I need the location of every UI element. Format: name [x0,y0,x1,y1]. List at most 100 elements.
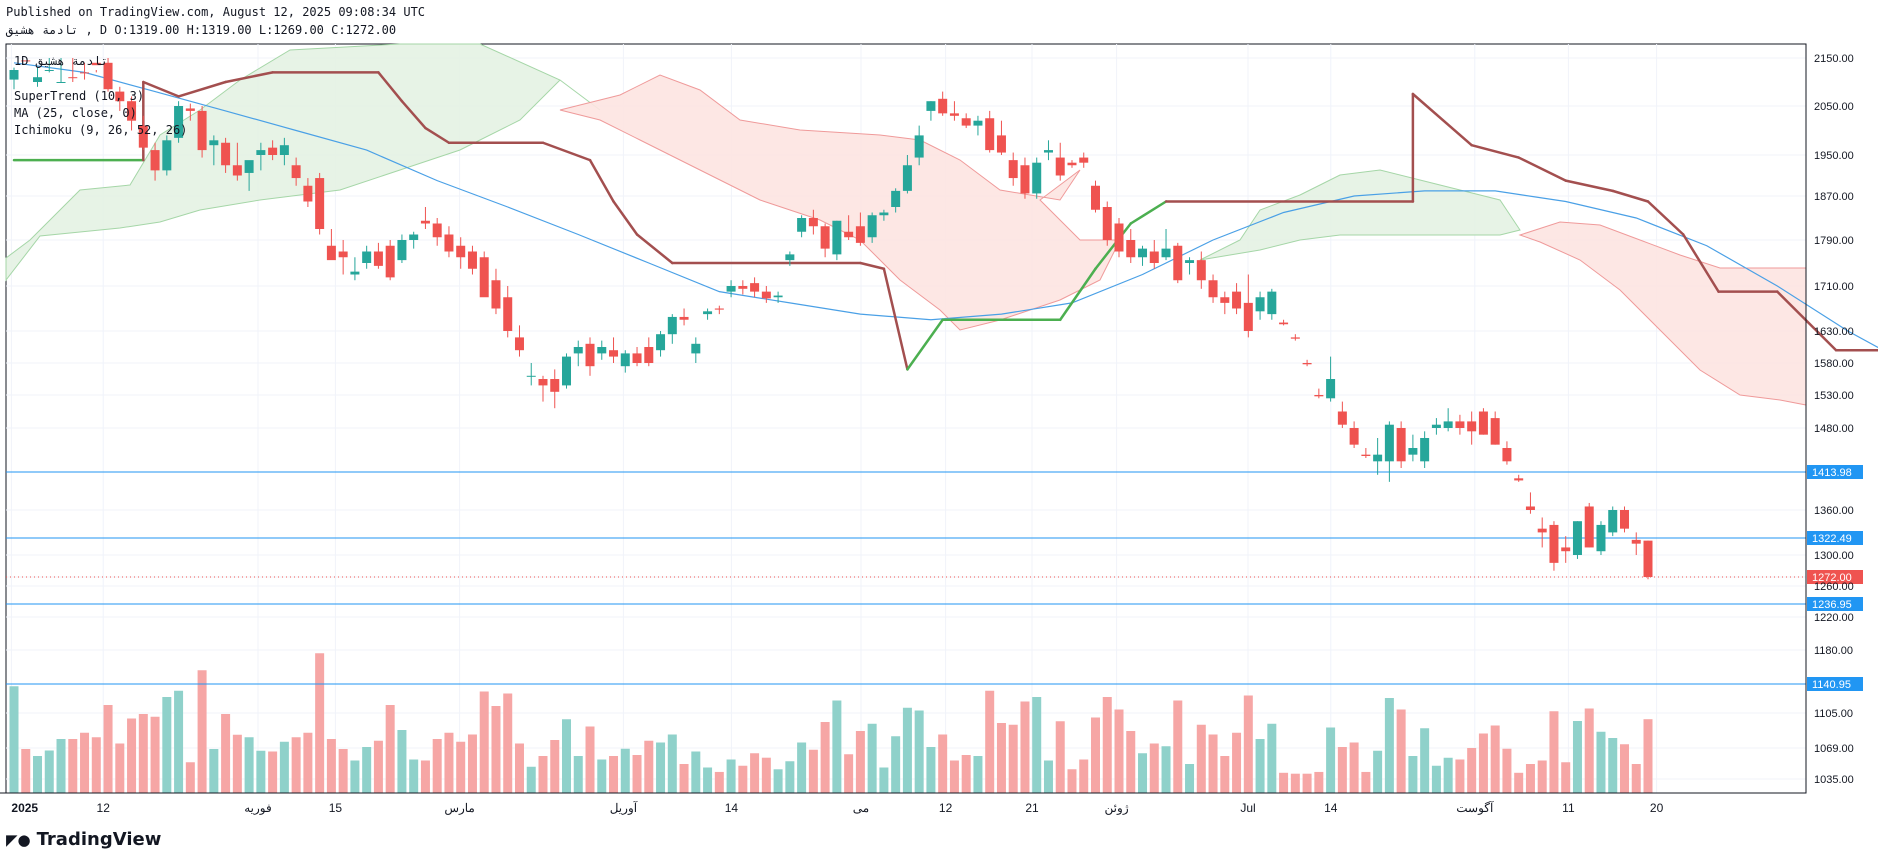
candle-body [1361,454,1371,456]
x-tick-label: می [853,801,869,815]
supertrend-segment [1682,233,1720,293]
candle [362,245,372,269]
price-tag-label: 1140.95 [1812,679,1851,691]
price-chart[interactable]: 2150.00 2050.00 1950.00 1870.00 1790.00 1710.… [0,0,1878,830]
candle [785,251,795,266]
volume-bar [1373,750,1383,793]
y-tick-label: 1105.00 [1814,708,1853,720]
volume-bar [1549,711,1559,793]
candle-body [68,77,78,79]
candle-body [409,234,419,240]
volume-bar [726,759,736,793]
candle-body [609,350,619,357]
candle-body [1349,428,1359,445]
volume-bar [1020,701,1030,793]
x-tick-label: 12 [97,801,111,815]
volume-bar [750,753,760,793]
y-tick-label: 1069.00 [1814,743,1854,755]
y-tick-label: 1360.00 [1814,505,1854,517]
volume-bar [338,749,348,793]
volume-bar [667,734,677,793]
candle-body [538,379,548,386]
volume-bar [691,751,701,793]
volume-bar [1537,760,1547,793]
candle [1408,434,1418,462]
candle [1032,157,1042,199]
volume-bar [127,718,137,793]
candle-body [185,108,195,111]
candle-body [902,165,912,191]
volume-bar [432,739,442,793]
candle [291,157,301,186]
volume-bar [1514,772,1524,793]
candle [1514,474,1524,482]
x-tick-label: ژوئن [1105,801,1129,815]
candle-body [420,220,430,224]
candle [514,325,524,357]
volume-bar [1079,759,1089,793]
candle [679,308,689,326]
volume-bar [1631,764,1641,793]
candle-body [1549,524,1559,563]
volume-bar [844,754,854,793]
y-tick-label: 2050.00 [1814,101,1854,113]
volume-bar [808,749,818,793]
candle [1396,421,1406,468]
candle [891,188,901,213]
candle-body [1643,540,1653,577]
candle [456,237,466,269]
candle [385,240,395,281]
volume-bar [56,739,66,793]
legend-ma[interactable]: MA (25, close, 0) [14,106,137,120]
candle [503,286,513,338]
volume-bar [1173,700,1183,793]
candle-body [209,140,219,146]
candle [1302,359,1312,367]
volume-bar [44,750,54,793]
candle [420,207,430,229]
price-tag-label: 1413.98 [1812,467,1852,479]
volume-bar [973,756,983,793]
candle-body [750,283,760,292]
supertrend-segment [541,141,592,162]
volume-bar [597,759,607,793]
candle-body [291,165,301,179]
published-header: Published on TradingView.com, August 12,… [6,5,426,19]
candle [256,142,266,171]
volume-bar [467,734,477,793]
candle [562,353,572,389]
candle [1572,521,1582,559]
candle-body [244,160,254,173]
volume-bar [1525,764,1535,793]
candle [9,67,19,90]
volume-bar [1090,717,1100,793]
volume-bar [585,726,595,793]
legend-supertrend[interactable]: SuperTrend (10, 3) [14,89,145,103]
candle-body [1572,521,1582,555]
legend-ichimoku[interactable]: Ichimoku (9, 26, 52, 26) [14,123,188,137]
price-tag [1807,465,1863,479]
candle-body [221,142,231,166]
candle [1337,401,1347,428]
price-tag [1807,597,1863,611]
volume-bar [926,747,936,793]
candle-body [350,271,360,275]
candle [703,308,713,320]
candle-body [703,311,713,315]
candle [585,337,595,376]
candle-body [1232,291,1242,309]
volume-bar [491,706,501,793]
volume-bar [150,716,160,793]
candle-body [1478,411,1488,435]
volume-bar [1208,734,1218,793]
candle-body [562,356,572,386]
volume-bar [1032,697,1042,793]
supertrend-segment [1411,92,1473,147]
volume-bar [773,769,783,793]
volume-bar [197,670,207,793]
volume-bar [385,705,395,793]
candle-body [961,118,971,126]
candle-body [726,286,736,292]
candle-body [1537,528,1547,533]
y-tick-label: 2150.00 [1814,53,1854,65]
